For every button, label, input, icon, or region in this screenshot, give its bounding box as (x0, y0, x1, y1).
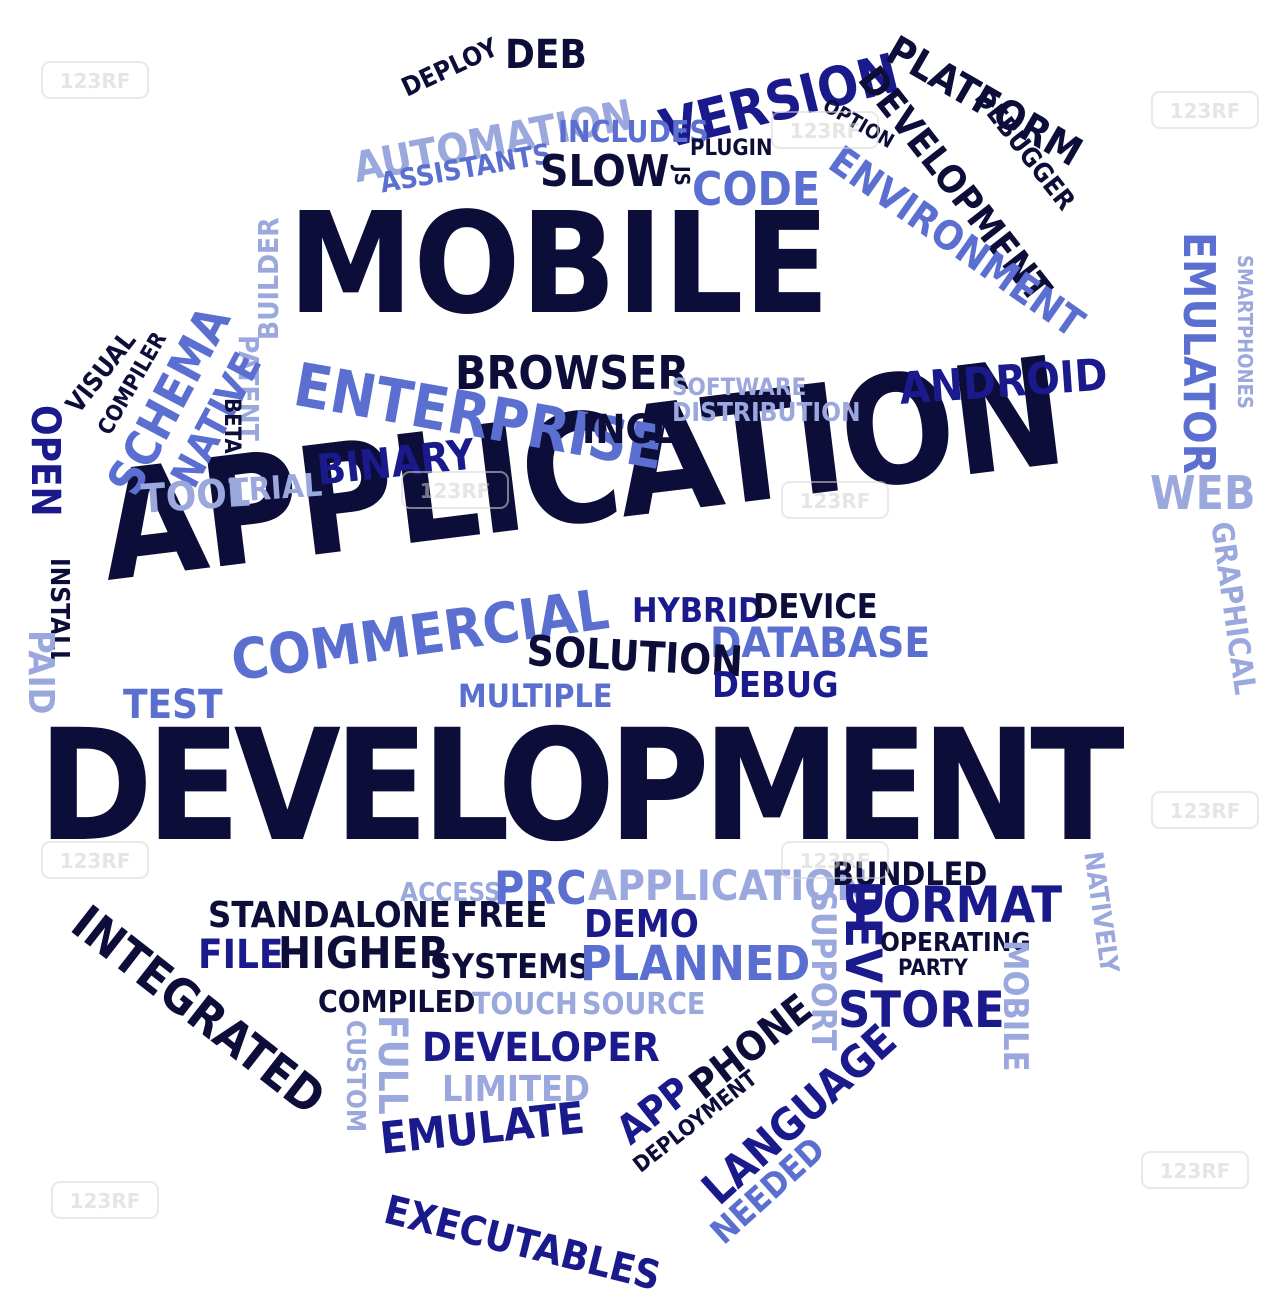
word-touch: TOUCH (472, 987, 578, 1022)
svg-text:123RF: 123RF (800, 849, 871, 873)
word-incl: INCL (582, 407, 675, 453)
word-debug: DEBUG (712, 665, 839, 706)
word-source: SOURCE (582, 987, 706, 1022)
word-format: FORMAT (852, 876, 1063, 934)
word-trial: TRIAL (227, 465, 324, 510)
word-emulator: EMULATOR (1173, 232, 1224, 475)
word-distribution: DISTRIBUTION (672, 398, 861, 428)
word-party: PARTY (898, 956, 968, 981)
word-web: WEB (1150, 466, 1256, 520)
word-prc: PRC (494, 861, 587, 915)
svg-text:123RF: 123RF (800, 489, 871, 513)
word-planned: PLANNED (580, 936, 811, 992)
word-builder: BUILDER (252, 217, 285, 340)
word-deb: DEB (505, 32, 587, 78)
word-free: FREE (456, 895, 548, 936)
word-demo: DEMO (584, 902, 699, 946)
word-open: OPEN (22, 405, 68, 517)
svg-text:123RF: 123RF (790, 119, 861, 143)
word-device: DEVICE (753, 587, 878, 627)
word-includes: INCLUDES (558, 115, 709, 150)
watermark-logo: 123RF (781, 481, 889, 519)
watermark-logo: 123RF (781, 841, 889, 879)
word-limited: LIMITED (442, 1069, 591, 1110)
watermark-logo: 123RF (1141, 1151, 1249, 1189)
svg-text:123RF: 123RF (1170, 99, 1241, 123)
word-test: TEST (123, 682, 223, 728)
watermark-logo: 123RF (41, 61, 149, 99)
watermark-logo: 123RF (1151, 791, 1259, 829)
word-smartphones: SMARTPHONES (1233, 255, 1257, 409)
headline-development: DEVELOPMENT (38, 697, 1125, 876)
watermark-logo: 123RF (1151, 91, 1259, 129)
word-code: CODE (692, 162, 821, 216)
word-compiled: COMPILED (318, 985, 476, 1020)
word-higher: HIGHER (278, 928, 449, 979)
word-deploy: DEPLOY (397, 32, 503, 104)
word-plugin: PLUGIN (690, 136, 773, 161)
word-hybrid: HYBRID (632, 591, 764, 631)
svg-text:123RF: 123RF (70, 1189, 141, 1213)
word-operating: OPERATING (880, 928, 1031, 958)
word-executables: EXECUTABLES (379, 1187, 666, 1300)
word-application-small: APPLICATION (588, 861, 869, 910)
word-systems: SYSTEMS (430, 947, 591, 987)
word-database: DATABASE (710, 618, 931, 667)
svg-text:123RF: 123RF (60, 69, 131, 93)
word-beta: BETA (219, 398, 244, 454)
watermark-logo: 123RF (41, 841, 149, 879)
word-full: FULL (369, 1015, 415, 1115)
word-custom: CUSTOM (340, 1020, 370, 1133)
svg-text:123RF: 123RF (60, 849, 131, 873)
word-slow: SLOW (540, 146, 670, 197)
watermark-logo: 123RF (51, 1181, 159, 1219)
svg-text:123RF: 123RF (420, 479, 491, 503)
word-paid: PAID (20, 630, 61, 715)
word-multiple: MULTIPLE (458, 677, 613, 715)
word-browser: BROWSER (455, 346, 690, 400)
svg-text:123RF: 123RF (1160, 1159, 1231, 1183)
word-js: JS (670, 166, 694, 186)
word-file: FILE (198, 932, 284, 978)
word-standalone: STANDALONE (208, 895, 451, 936)
word-developer: DEVELOPER (422, 1025, 660, 1071)
svg-text:123RF: 123RF (1170, 799, 1241, 823)
word-software: SOFTWARE (672, 373, 807, 401)
headline-mobile: MOBILE (288, 183, 830, 346)
word-bundled: BUNDLED (832, 855, 988, 893)
word-store: STORE (838, 981, 1005, 1039)
watermark-logo: 123RF (401, 471, 509, 509)
word-access: ACCESS (400, 878, 501, 908)
word-graphical: GRAPHICAL (1203, 519, 1261, 697)
word-android: ANDROID (897, 349, 1110, 415)
watermark-logo: 123RF (771, 111, 879, 149)
